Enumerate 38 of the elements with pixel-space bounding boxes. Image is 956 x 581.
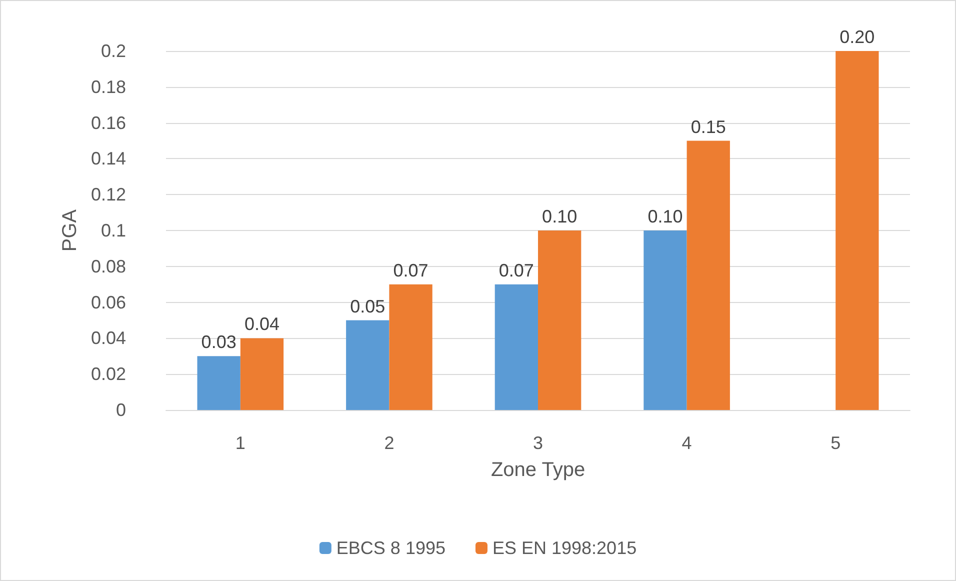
x-tick-label: 4 — [682, 433, 692, 453]
data-label: 0.04 — [244, 314, 280, 334]
data-label: 0.07 — [393, 260, 428, 280]
bar — [538, 230, 582, 410]
y-tick-label: 0.18 — [90, 76, 126, 97]
data-label: 0.15 — [690, 116, 726, 137]
bar — [836, 51, 879, 410]
data-label: 0.05 — [350, 296, 386, 316]
y-tick-label: 0.02 — [90, 364, 126, 384]
y-axis-title: PGA — [59, 208, 82, 252]
y-tick-label: 0 — [116, 400, 126, 420]
bar — [240, 338, 284, 410]
y-tick-label: 0.12 — [90, 184, 126, 205]
bar — [494, 284, 538, 410]
bar — [644, 230, 687, 410]
bar — [389, 284, 432, 410]
data-label: 0.03 — [201, 332, 236, 352]
x-tick-label: 5 — [830, 433, 841, 453]
y-tick-label: 0.1 — [100, 220, 126, 240]
y-tick-label: 0.06 — [90, 292, 126, 312]
x-tick-label: 2 — [384, 433, 394, 453]
y-tick-label: 0.14 — [90, 148, 126, 169]
x-tick-label: 1 — [235, 433, 246, 453]
legend-label: ES EN 1998:2015 — [492, 538, 637, 558]
data-label: 0.10 — [648, 206, 683, 226]
legend-label: EBCS 8 1995 — [336, 538, 446, 558]
data-label: 0.07 — [498, 260, 534, 280]
y-tick-label: 0.08 — [90, 256, 126, 276]
data-label: 0.10 — [542, 206, 578, 226]
y-tick-label: 0.16 — [90, 112, 126, 133]
y-tick-label: 0.2 — [100, 41, 126, 61]
y-tick-label: 0.04 — [90, 328, 126, 348]
x-tick-label: 3 — [532, 433, 544, 453]
bar — [197, 356, 240, 410]
bar — [686, 140, 730, 410]
bar — [346, 320, 390, 410]
data-label: 0.20 — [840, 27, 875, 47]
x-axis-title: Zone Type — [490, 459, 586, 481]
